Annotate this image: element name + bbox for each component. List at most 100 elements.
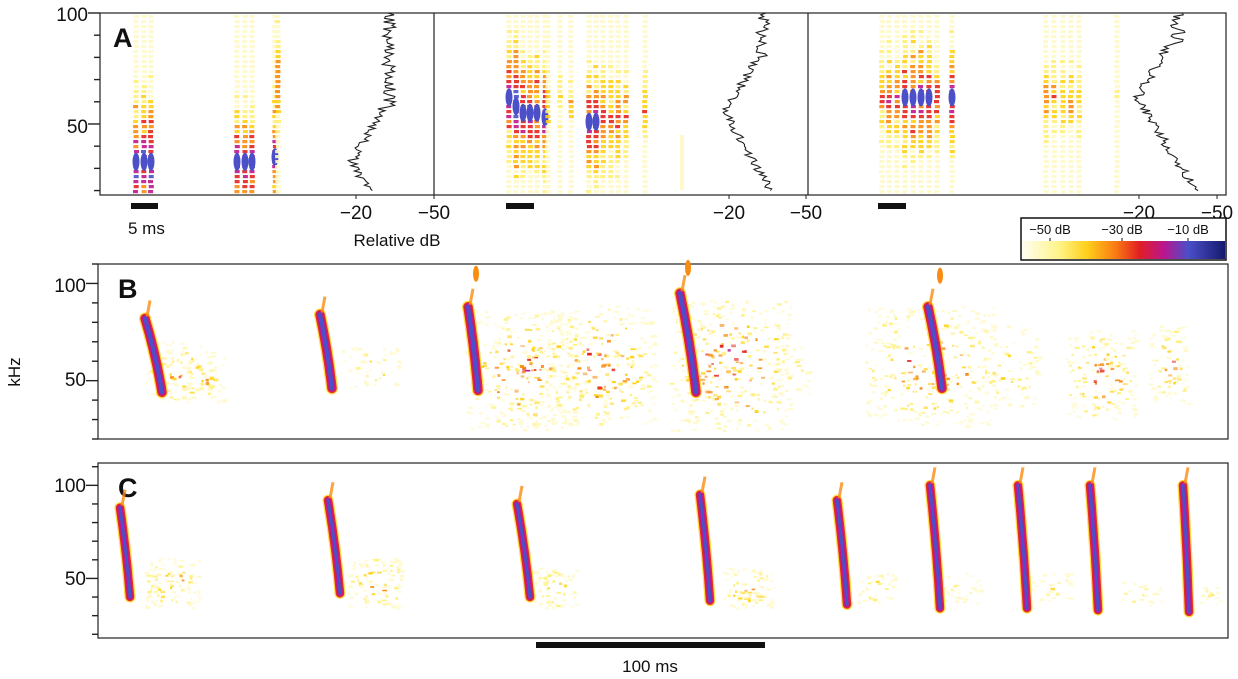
panel-a3-pulse-3 <box>902 125 908 129</box>
panel-b-echo-0 <box>210 351 216 354</box>
panel-b-echo-5 <box>697 328 701 332</box>
panel-a3-pulse-9 <box>1043 185 1049 189</box>
panel-b-echo-4 <box>587 352 592 356</box>
panel-b-echo-7 <box>882 404 887 408</box>
panel-a3-pulse-5 <box>918 85 923 89</box>
panel-a2-pulse-14 <box>557 175 563 179</box>
panel-a3-pulse-11 <box>1060 20 1066 24</box>
panel-b-echo-0 <box>189 391 195 394</box>
panel-a3-pulse-9 <box>1043 75 1049 79</box>
panel-a3-pulse-7 <box>934 80 940 84</box>
panel-b-echo-4 <box>565 410 570 414</box>
panel-b-echo-4 <box>583 359 588 362</box>
panel-b-echo-4 <box>634 399 639 402</box>
panel-a3-pulse-10 <box>1051 145 1057 149</box>
panel-b-echo-4 <box>648 323 653 326</box>
panel-a2-pulse-10 <box>616 110 621 114</box>
panel-b-echo-8 <box>1000 346 1004 348</box>
panel-c-echo-4 <box>879 582 885 585</box>
panel-a2-pulse-6 <box>586 45 592 49</box>
panel-b-echo-4 <box>614 310 617 313</box>
panel-b-echo-7 <box>989 419 992 422</box>
panel-a3-pulse-6 <box>926 85 932 89</box>
panel-b-echo-3 <box>520 317 525 320</box>
panel-a3-pulse-2 <box>894 45 900 49</box>
panel-a3-pulse-5 <box>918 40 924 44</box>
panel-b-echo-1 <box>188 360 193 363</box>
panel-b-echo-4 <box>643 322 648 325</box>
panel-a2-pulse-11 <box>623 45 629 49</box>
panel-b-echo-5 <box>751 305 755 308</box>
panel-a2-pulse-13 <box>545 115 551 119</box>
panel-b-echo-1 <box>192 357 197 361</box>
panel-a3-pulse-5 <box>918 80 924 84</box>
panel-b-echo-9 <box>1115 379 1120 382</box>
panel-b-echo-7 <box>956 411 960 414</box>
panel-c-echo-7 <box>1157 588 1162 591</box>
panel-b-echo-3 <box>538 347 543 350</box>
panel-b-echo-3 <box>528 329 533 331</box>
panel-b-echo-3 <box>522 393 525 396</box>
panel-b-echo-4 <box>558 404 563 407</box>
panel-b-echo-3 <box>571 374 575 378</box>
panel-b-call-0-harmonic <box>145 300 152 317</box>
panel-b-echo-1 <box>185 387 191 390</box>
panel-b-echo-4 <box>653 364 659 367</box>
panel-a2-pulse-13 <box>545 120 551 124</box>
panel-b-echo-4 <box>568 395 572 399</box>
panel-b-echo-3 <box>485 310 488 314</box>
panel-b-echo-4 <box>615 352 620 355</box>
panel-a2-pulse-0 <box>506 65 512 69</box>
panel-b-echo-2 <box>344 359 347 363</box>
panel-b-echo-5 <box>755 349 760 352</box>
panel-b-echo-8 <box>1033 397 1037 400</box>
panel-b-echo-8 <box>1017 385 1021 388</box>
panel-b-echo-5 <box>737 378 741 380</box>
panel-a3-pulse-13 <box>1076 180 1082 184</box>
panel-c-echo-1 <box>353 591 358 594</box>
panel-b-echo-1 <box>216 401 220 404</box>
panel-b-echo-3 <box>527 360 531 363</box>
panel-a3-pulse-5 <box>918 155 924 159</box>
panel-b-echo-4 <box>634 405 638 408</box>
panel-c-echo-8 <box>1206 597 1210 600</box>
panel-c-echo-4 <box>874 595 877 597</box>
panel-b-echo-7 <box>970 340 974 342</box>
panel-b-echo-5 <box>750 377 754 380</box>
panel-b-echo-5 <box>776 407 779 411</box>
panel-b-echo-7 <box>982 376 985 379</box>
panel-b-echo-7 <box>904 407 908 411</box>
panel-c-echo-0 <box>188 582 193 584</box>
panel-a2-pulse-7 <box>593 175 599 179</box>
panel-c-echo-5 <box>945 591 950 593</box>
panel-a2-pulse-6 <box>586 190 592 194</box>
panel-a3-pulse-13 <box>1076 30 1082 34</box>
panel-a3-pulse-13 <box>1076 60 1082 64</box>
panel-a3-pulse-14 <box>1114 110 1120 114</box>
panel-b-echo-7 <box>974 380 980 383</box>
panel-b-echo-9 <box>1069 370 1072 374</box>
panel-b-echo-2 <box>342 350 346 353</box>
panel-a1-pulse-4 <box>242 180 248 184</box>
panel-b-echo-5 <box>739 362 744 365</box>
panel-a1-pulse-6 <box>272 40 277 44</box>
panel-b-echo-10 <box>1161 391 1167 394</box>
panel-a2-pulse-7 <box>593 60 599 64</box>
panel-b-echo-9 <box>1119 343 1124 346</box>
panel-b-echo-3 <box>537 377 541 380</box>
panel-a3-pulse-2 <box>894 105 900 109</box>
panel-b-echo-1 <box>208 386 213 389</box>
panel-b-echo-7 <box>914 390 917 393</box>
panel-a3-pulse-9 <box>1043 110 1049 114</box>
panel-b-echo-5 <box>753 330 757 333</box>
panel-b-echo-6 <box>808 393 811 396</box>
panel-a1-pulse-1 <box>141 95 147 99</box>
panel-a2-pulse-12 <box>642 140 648 144</box>
panel-a3-pulse-9 <box>1044 100 1049 104</box>
panel-b-echo-3 <box>568 354 573 357</box>
panel-a3-pulse-3 <box>903 75 908 79</box>
panel-c-echo-3 <box>739 591 744 594</box>
panel-a2-pulse-9 <box>608 190 614 194</box>
panel-a2-pulse-14 <box>557 185 563 189</box>
panel-b-echo-3 <box>488 390 492 393</box>
